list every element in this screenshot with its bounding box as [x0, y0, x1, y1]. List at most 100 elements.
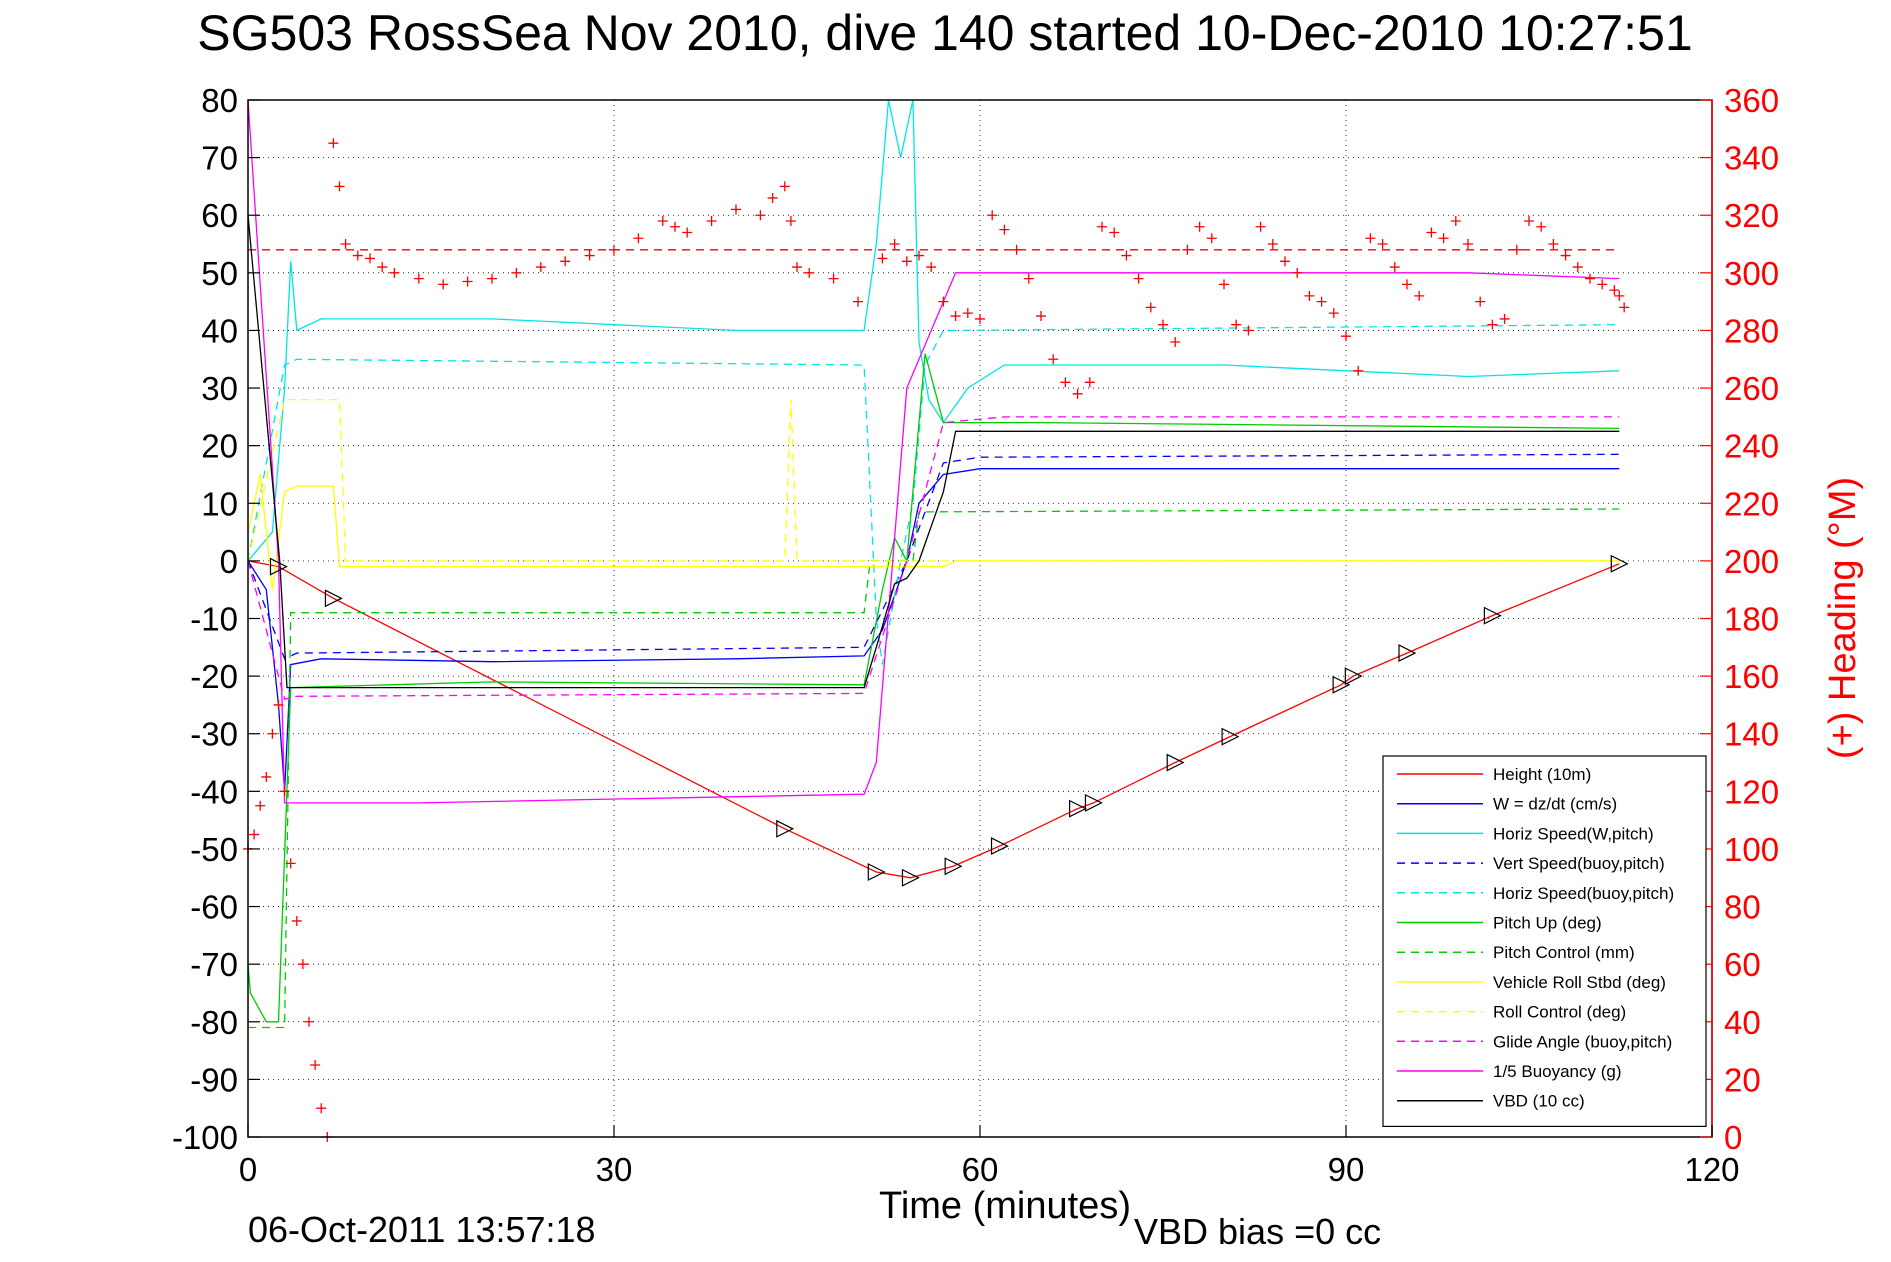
series-line-9 [247, 416, 1620, 700]
heading-point [670, 221, 680, 232]
heading-point [249, 829, 260, 840]
tick-label-left: -20 [190, 658, 238, 695]
tick-label-right: 40 [1724, 1004, 1761, 1041]
vbd-bias-footer: VBD bias =0 cc [1134, 1211, 1381, 1252]
heading-point [1614, 290, 1625, 301]
legend-label: Horiz Speed(W,pitch) [1493, 824, 1654, 843]
tick-label-right: 100 [1724, 831, 1779, 868]
heading-point [901, 256, 912, 267]
heading-point [1267, 239, 1278, 250]
heading-point [377, 262, 388, 273]
legend-label: Pitch Control (mm) [1493, 943, 1635, 962]
tick-label-left: -100 [172, 1119, 238, 1156]
heading-point [365, 253, 375, 264]
heading-point [785, 215, 796, 226]
legend-label: Pitch Up (deg) [1493, 914, 1602, 933]
height-marker [1221, 727, 1240, 746]
heading-point [755, 210, 766, 221]
heading-point [535, 262, 546, 273]
tick-label-right: 240 [1724, 428, 1779, 465]
heading-point [1011, 244, 1022, 255]
heading-point [1341, 331, 1351, 342]
heading-point [352, 250, 363, 261]
heading-point [255, 800, 266, 811]
height-marker [901, 868, 920, 887]
heading-point [987, 210, 998, 221]
height-marker [1166, 753, 1185, 772]
tick-label-right: 220 [1724, 485, 1779, 522]
legend: Height (10m) W = dz/dt (cm/s) Horiz Speed(… [1382, 755, 1707, 1127]
heading-point [1450, 215, 1461, 226]
heading-point [1194, 221, 1205, 232]
tick-label-left: -90 [190, 1061, 238, 1098]
heading-point [1231, 319, 1242, 330]
heading-point [438, 279, 449, 290]
series-line-6 [248, 508, 1620, 1029]
heading-point [291, 915, 302, 926]
legend-label: Glide Angle (buoy,pitch) [1493, 1032, 1672, 1051]
height-marker [324, 589, 343, 608]
heading-point [926, 262, 937, 273]
tick-label-left: 80 [201, 82, 238, 119]
heading-point [1023, 273, 1034, 284]
heading-point [1572, 262, 1583, 273]
tick-label-left: -80 [190, 1004, 238, 1041]
tick-label-right: 60 [1724, 946, 1761, 983]
timestamp-footer: 06-Oct-2011 13:57:18 [248, 1209, 596, 1250]
heading-point [1316, 296, 1327, 307]
heading-point [285, 858, 296, 869]
tick-label-left: -30 [190, 716, 238, 753]
legend-box [1382, 755, 1707, 1127]
legend-label: Vert Speed(buoy,pitch) [1493, 854, 1665, 873]
tick-label-x: 30 [596, 1151, 633, 1188]
heading-point [389, 267, 400, 278]
tick-label-right: 280 [1724, 312, 1779, 349]
series-line-7 [247, 474, 1620, 590]
heading-point [261, 771, 272, 782]
heading-point [633, 233, 644, 244]
height-marker [944, 857, 963, 876]
heading-point [731, 204, 741, 215]
heading-point [1292, 267, 1303, 278]
height-marker [990, 837, 1009, 856]
tick-label-x: 0 [239, 1151, 257, 1188]
heading-point [413, 273, 424, 284]
heading-point [706, 215, 717, 226]
heading-point [1072, 388, 1083, 399]
heading-point [1438, 233, 1449, 244]
series-line-0 [247, 560, 1620, 879]
heading-point [462, 276, 473, 287]
tick-label-right: 20 [1724, 1061, 1761, 1098]
x-axis: 0 30 60 90 120 [239, 1125, 1740, 1188]
x-axis-label: Time (minutes) [879, 1185, 1131, 1227]
series-line-1 [247, 468, 1620, 792]
heading-point [1597, 279, 1608, 290]
tick-label-left: -70 [190, 946, 238, 983]
heading-point [584, 250, 595, 261]
heading-point [1036, 311, 1046, 322]
heading-point [279, 786, 290, 797]
heading-point [938, 296, 949, 307]
heading-point [1121, 250, 1132, 261]
tick-label-left: 70 [201, 140, 238, 177]
heading-point [1109, 227, 1120, 238]
heading-point [1402, 279, 1412, 290]
heading-point [1255, 221, 1266, 232]
series-line-4 [247, 324, 1620, 665]
heading-point [1560, 250, 1571, 261]
heading-point [1389, 262, 1400, 273]
tick-label-left: -60 [190, 889, 238, 926]
heading-point [962, 308, 973, 319]
series-layer [247, 99, 1629, 1029]
heading-point [1619, 302, 1630, 313]
heading-point [804, 267, 815, 278]
heading-point [1365, 233, 1376, 244]
tick-label-right: 80 [1724, 889, 1761, 926]
height-marker [1483, 606, 1502, 625]
heading-point [1536, 221, 1547, 232]
tick-label-right: 340 [1724, 140, 1779, 177]
legend-label: 1/5 Buoyancy (g) [1493, 1062, 1622, 1081]
heading-point [273, 699, 284, 710]
tick-label-left: 60 [201, 197, 238, 234]
heading-point [304, 1016, 314, 1027]
